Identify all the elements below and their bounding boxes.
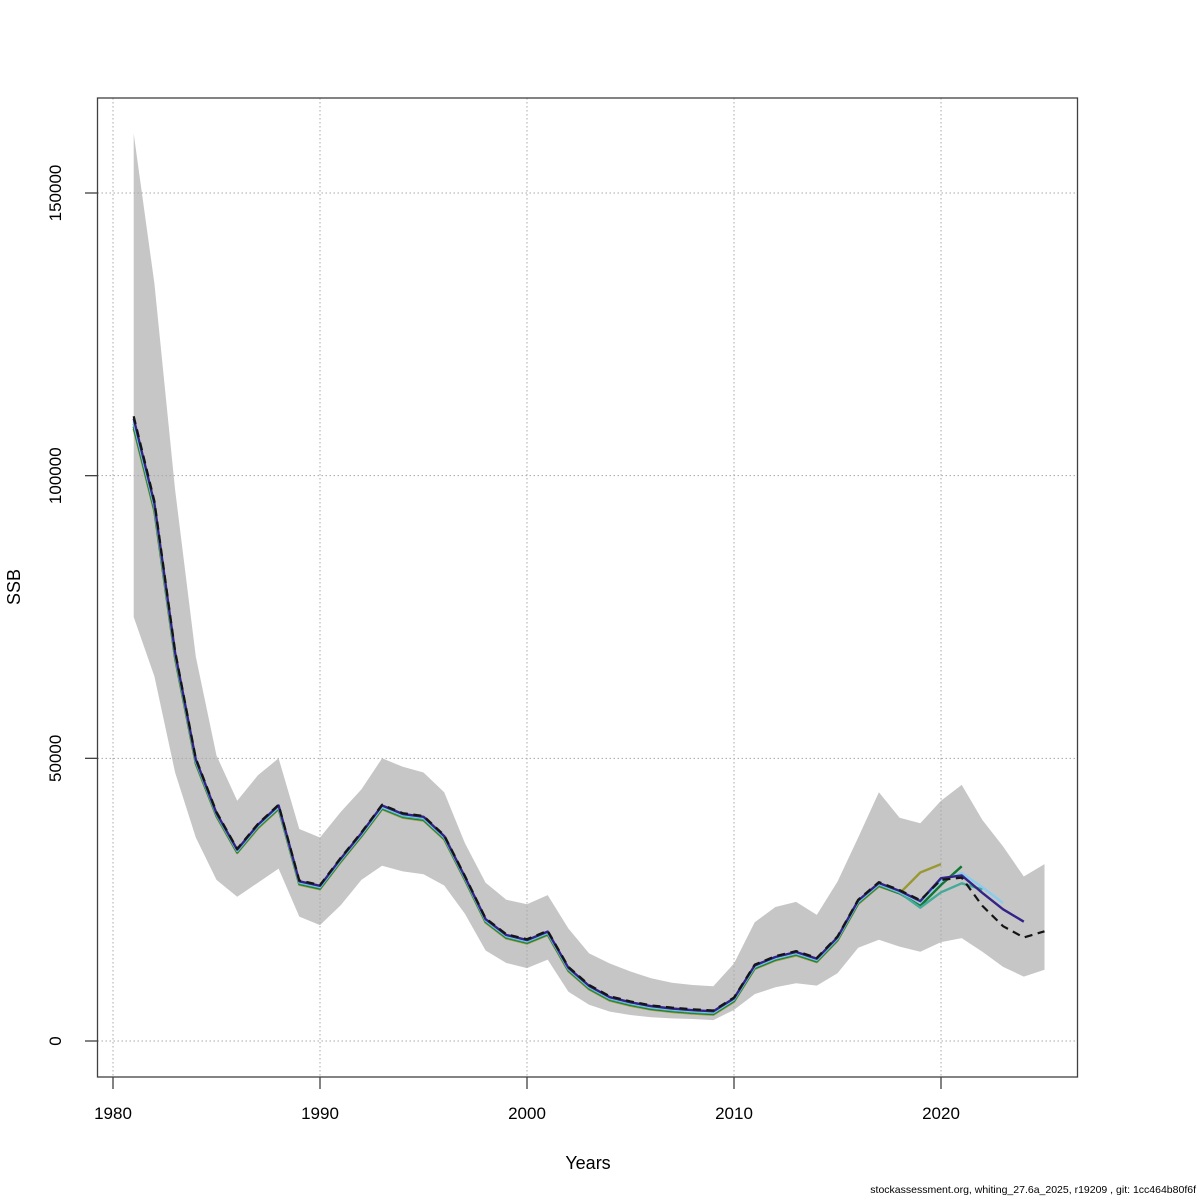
x-axis-title: Years	[565, 1153, 610, 1173]
series-line-base-run-2025	[132, 416, 1045, 1012]
x-tick-label: 1980	[94, 1104, 132, 1123]
gridline-layer	[97, 98, 1078, 1077]
x-tick-label: 2000	[508, 1104, 546, 1123]
axis-tick-layer: 1980 1990 2000 2010 2020 0 50000 100000 150000	[46, 165, 960, 1123]
x-tick-label: 2010	[715, 1104, 753, 1123]
y-tick-label: 100000	[46, 447, 65, 504]
y-tick-label: 50000	[46, 735, 65, 782]
confidence-band-layer	[133, 133, 1045, 1021]
y-axis-title: SSB	[4, 569, 24, 605]
footer-text: stockassessment.org, whiting_27.6a_2025,…	[870, 1184, 1196, 1196]
x-tick-label: 1990	[301, 1104, 339, 1123]
x-tick-label: 2020	[922, 1104, 960, 1123]
plot-frame-layer	[96, 97, 1079, 1078]
series-line-layer	[132, 416, 1045, 1016]
confidence-band	[133, 133, 1045, 1021]
plot-frame	[96, 97, 1079, 1078]
y-tick-label: 0	[46, 1036, 65, 1045]
y-tick-label: 150000	[46, 165, 65, 222]
